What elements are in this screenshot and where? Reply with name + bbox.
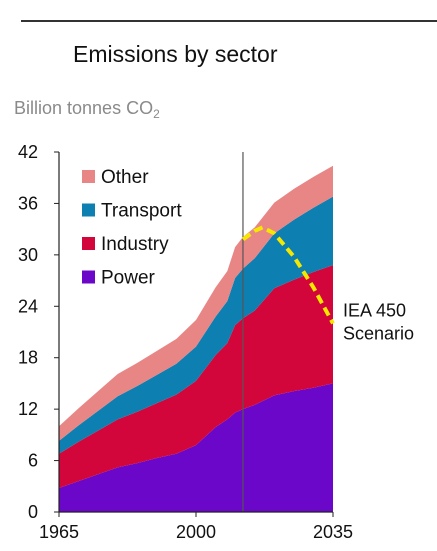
y-tick-label: 30 (18, 245, 38, 265)
chart-title: Emissions by sector (73, 41, 278, 67)
x-tick-label: 2000 (176, 522, 216, 542)
y-tick-label: 36 (18, 193, 38, 213)
scenario-layer: IEA 450 Scenario (241, 225, 414, 343)
legend-swatch-transport (82, 203, 95, 217)
y-tick-label: 24 (18, 296, 38, 316)
legend-swatch-power (82, 270, 95, 284)
y-tick-label: 6 (28, 451, 38, 471)
legend-swatch-industry (82, 237, 95, 250)
unit-label: Billion tonnes CO2 (14, 98, 160, 121)
y-tick-label: 42 (18, 142, 38, 162)
area-other (59, 165, 333, 441)
y-tick-label: 18 (18, 348, 38, 368)
area-transport (59, 196, 333, 454)
axes: 0 6 12 18 24 30 36 42 1965 2000 2035 (18, 142, 353, 542)
legend: Other Transport Industry Power (82, 167, 182, 289)
x-tick-label: 2035 (313, 522, 353, 542)
area-industry (59, 265, 333, 488)
legend-swatch-other (82, 170, 95, 183)
legend-label-other: Other (101, 167, 149, 188)
scenario-label-line: Scenario (343, 323, 414, 343)
area-power (59, 383, 333, 512)
top-rule (21, 20, 437, 22)
unit-label-subscript: 2 (153, 107, 160, 121)
x-tick-label: 1965 (39, 522, 79, 542)
legend-label-power: Power (101, 268, 156, 289)
legend-label-industry: Industry (101, 234, 169, 255)
legend-label-transport: Transport (101, 201, 182, 222)
unit-label-main: Billion tonnes CO (14, 98, 154, 118)
y-tick-label: 0 (28, 502, 38, 522)
scenario-line (241, 225, 335, 325)
stacked-areas (59, 165, 333, 512)
scenario-label-line: IEA 450 (343, 300, 406, 320)
y-tick-label: 12 (18, 399, 38, 419)
